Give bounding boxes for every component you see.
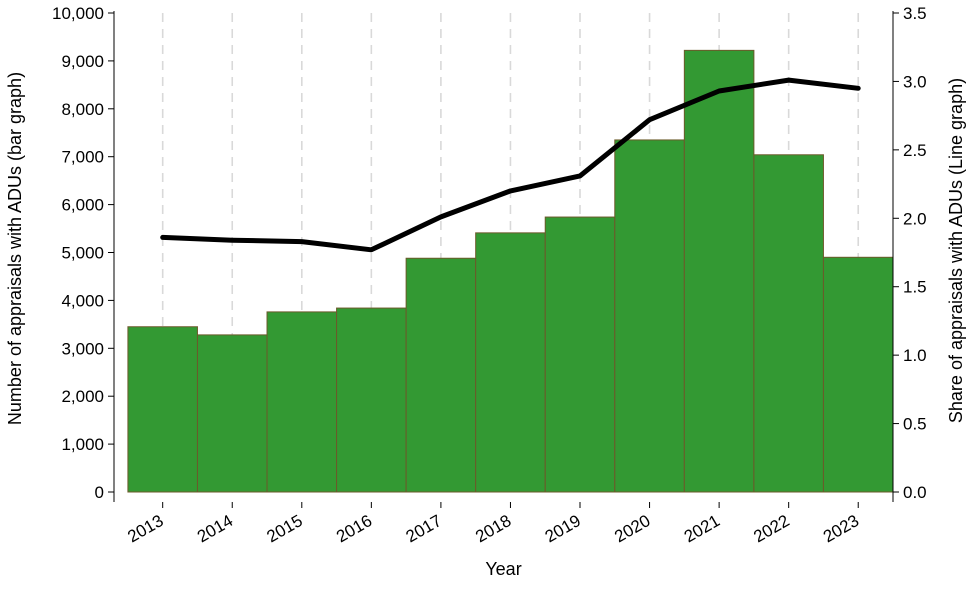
bar-2015: [267, 312, 337, 492]
right-tick-label: 2.0: [903, 209, 927, 228]
left-axis-ticks: 0 1,000 2,000 3,000 4,000 5,000 6,000 7,000 8,00…: [52, 4, 114, 502]
x-tick-label-2021: 2021: [681, 511, 723, 546]
right-tick-label: 2.5: [903, 141, 927, 160]
right-tick-label: 1.5: [903, 278, 927, 297]
left-tick-label: 5,000: [61, 244, 104, 263]
y-axis-left-title: Number of appraisals with ADUs (bar grap…: [5, 72, 25, 425]
x-tick-label-2023: 2023: [820, 511, 862, 546]
y-axis-right-title: Share of appraisals with ADUs (Line grap…: [946, 78, 966, 423]
bar-2017: [406, 258, 476, 492]
left-tick-label: 1,000: [61, 435, 104, 454]
left-tick-label: 4,000: [61, 291, 104, 310]
left-tick-label: 10,000: [52, 4, 104, 23]
x-tick-label-2022: 2022: [750, 511, 792, 546]
left-tick-label: 3,000: [61, 339, 104, 358]
bar-2019: [545, 217, 615, 492]
bar-2018: [476, 233, 546, 492]
x-axis-ticks: 2013 2014 2015 2016 2017 2018 2019 2020 2021 2022…: [124, 502, 862, 546]
x-tick-label-2019: 2019: [542, 511, 584, 546]
x-tick-label-2015: 2015: [264, 511, 306, 546]
bar-2014: [197, 335, 267, 492]
right-tick-label: 3.0: [903, 72, 927, 91]
left-tick-label: 0: [95, 483, 104, 502]
left-tick-label: 7,000: [61, 148, 104, 167]
left-tick-label: 9,000: [61, 52, 104, 71]
right-tick-label: 3.5: [903, 4, 927, 23]
bar-2016: [337, 308, 407, 492]
right-tick-label: 0.0: [903, 483, 927, 502]
x-tick-label-2018: 2018: [472, 511, 514, 546]
left-tick-label: 6,000: [61, 196, 104, 215]
right-axis-ticks: 0.0 0.5 1.0 1.5 2.0 2.5 3.0 3.5: [893, 4, 927, 502]
x-tick-label-2013: 2013: [124, 511, 166, 546]
x-axis-title: Year: [485, 559, 521, 579]
bar-2013: [128, 327, 198, 492]
right-tick-label: 0.5: [903, 415, 927, 434]
bar-2023: [823, 257, 893, 492]
left-tick-label: 8,000: [61, 100, 104, 119]
x-tick-label-2017: 2017: [403, 511, 445, 546]
bar-2021: [684, 50, 754, 492]
x-tick-label-2016: 2016: [333, 511, 375, 546]
right-tick-label: 1.0: [903, 346, 927, 365]
x-tick-label-2014: 2014: [194, 511, 236, 546]
left-tick-label: 2,000: [61, 387, 104, 406]
x-tick-label-2020: 2020: [611, 511, 653, 546]
bar-2020: [615, 140, 685, 492]
bar-2022: [754, 155, 824, 492]
